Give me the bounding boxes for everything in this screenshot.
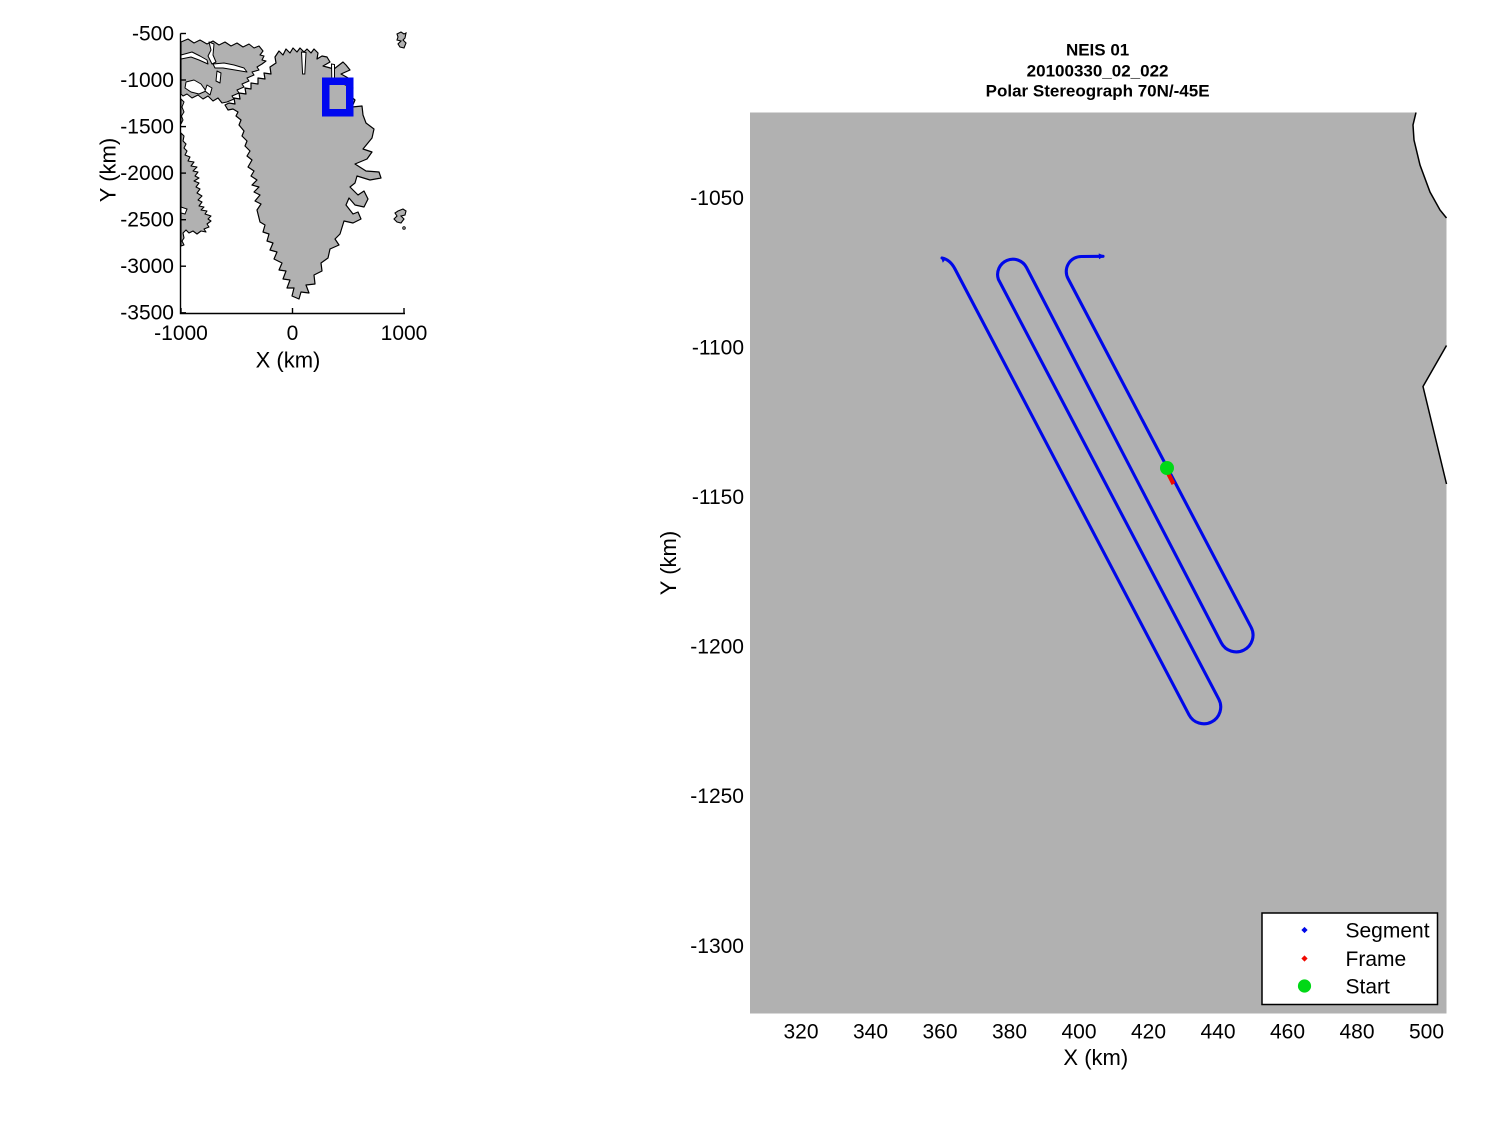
svg-text:-1500: -1500 xyxy=(120,116,174,139)
svg-text:320: 320 xyxy=(783,1021,818,1044)
svg-text:Y (km): Y (km) xyxy=(656,531,681,595)
svg-text:-1250: -1250 xyxy=(690,785,744,808)
svg-text:480: 480 xyxy=(1339,1021,1374,1044)
svg-text:440: 440 xyxy=(1200,1021,1235,1044)
svg-text:20100330_02_022: 20100330_02_022 xyxy=(1027,62,1169,81)
svg-text:-1150: -1150 xyxy=(692,486,744,509)
svg-text:Polar Stereograph 70N/-45E: Polar Stereograph 70N/-45E xyxy=(986,82,1210,101)
svg-text:0: 0 xyxy=(287,322,299,345)
svg-text:460: 460 xyxy=(1270,1021,1305,1044)
svg-text:-1000: -1000 xyxy=(120,69,174,92)
svg-text:Y (km): Y (km) xyxy=(96,138,121,202)
svg-text:340: 340 xyxy=(853,1021,888,1044)
svg-text:360: 360 xyxy=(922,1021,957,1044)
svg-text:X (km): X (km) xyxy=(1063,1045,1128,1070)
svg-text:-3500: -3500 xyxy=(120,302,174,325)
svg-text:Start: Start xyxy=(1346,975,1391,998)
svg-text:500: 500 xyxy=(1409,1021,1444,1044)
svg-text:-1100: -1100 xyxy=(692,336,744,359)
svg-text:-1000: -1000 xyxy=(154,322,208,345)
svg-text:-2000: -2000 xyxy=(120,162,174,185)
svg-text:-1050: -1050 xyxy=(690,187,744,210)
svg-text:-2500: -2500 xyxy=(120,209,174,232)
svg-text:-3000: -3000 xyxy=(120,255,174,278)
svg-text:-1200: -1200 xyxy=(690,636,744,659)
svg-text:400: 400 xyxy=(1061,1021,1096,1044)
svg-text:1000: 1000 xyxy=(381,322,428,345)
svg-text:Segment: Segment xyxy=(1346,919,1430,942)
svg-text:-500: -500 xyxy=(132,22,174,45)
svg-text:420: 420 xyxy=(1131,1021,1166,1044)
svg-text:NEIS 01: NEIS 01 xyxy=(1066,41,1129,60)
svg-text:X (km): X (km) xyxy=(256,348,321,373)
svg-text:-1300: -1300 xyxy=(690,935,744,958)
svg-text:Frame: Frame xyxy=(1346,948,1407,971)
svg-text:380: 380 xyxy=(992,1021,1027,1044)
